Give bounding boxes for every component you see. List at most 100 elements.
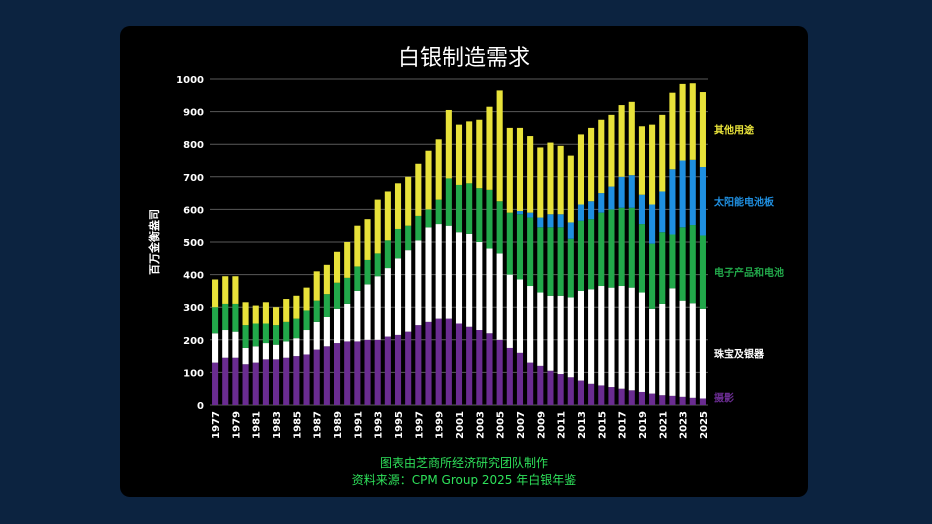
bar-segment [344, 303, 351, 342]
bar-segment [649, 308, 656, 394]
bar-segment [212, 362, 219, 405]
bar-segment [608, 114, 615, 187]
bar-segment [313, 271, 320, 301]
bar-segment [486, 248, 493, 334]
bar-segment [354, 290, 361, 342]
bar-segment [303, 310, 310, 331]
bar-segment [293, 338, 300, 357]
bar-segment [425, 150, 432, 210]
bar-segment [537, 292, 544, 366]
bar-segment [577, 380, 585, 405]
bar-segment [384, 268, 391, 337]
bar-segment [374, 253, 381, 277]
bar-segment [618, 388, 625, 405]
bar-segment [415, 325, 422, 405]
bar-segment [699, 92, 706, 168]
bar-segment [669, 395, 676, 405]
y-tick-label: 900 [183, 108, 204, 119]
bar-segment [638, 194, 645, 225]
bar-segment [425, 227, 432, 322]
legend-label: 电子产品和电池 [714, 266, 784, 279]
bar-segment [333, 343, 341, 405]
bar-segment [638, 292, 645, 392]
bar-segment [699, 398, 706, 405]
x-tick-label: 1987 [313, 411, 324, 439]
bar-segment [516, 352, 524, 405]
bar-segment [689, 397, 696, 405]
bar-segment [659, 232, 666, 304]
bar-segment [669, 234, 676, 289]
bar-segment [394, 334, 402, 405]
bar-segment [608, 387, 615, 405]
bar-segment [527, 212, 534, 218]
bar-segment [425, 321, 432, 405]
bar-segment [364, 219, 371, 260]
bar-segment [384, 240, 391, 269]
bar-segment [293, 318, 300, 339]
bar-segment [608, 186, 615, 210]
bar-segment [445, 178, 452, 226]
bar-segment [557, 227, 564, 296]
bar-segment [435, 139, 442, 200]
bar-segment [273, 344, 280, 360]
bar-segment [537, 147, 544, 218]
bar-segment [516, 279, 524, 353]
bar-segment [455, 323, 463, 405]
bar-segment [608, 209, 615, 288]
bar-segment [679, 396, 686, 405]
x-tick-label: 2009 [536, 411, 547, 439]
bar-segment [659, 395, 666, 405]
x-tick-label: 1989 [333, 411, 344, 439]
bar-segment [364, 284, 371, 340]
y-tick-label: 0 [197, 401, 204, 412]
bar-segment [506, 347, 513, 405]
bar-segment [242, 364, 249, 405]
bar-segment [415, 163, 422, 216]
bar-segment [252, 323, 259, 347]
x-tick-label: 1977 [211, 411, 222, 439]
bar-segment [303, 287, 310, 311]
bar-segment [567, 155, 574, 223]
bar-segment [242, 325, 249, 348]
bar-segment [496, 201, 503, 254]
bar-segment [577, 290, 585, 381]
bar-segment [262, 323, 269, 344]
bar-segment [273, 307, 280, 326]
bar-segment [659, 303, 666, 396]
bar-segment [679, 227, 686, 301]
bar-segment [415, 215, 422, 241]
bar-segment [486, 189, 493, 249]
bar-segment [598, 286, 605, 386]
bar-segment [628, 175, 635, 208]
x-tick-label: 2011 [557, 411, 568, 439]
bar-segment [537, 365, 544, 405]
bar-segment [303, 354, 310, 405]
bar-segment [222, 303, 229, 331]
bar-segment [659, 191, 666, 233]
bar-segment [455, 184, 463, 233]
bar-segment [384, 336, 391, 405]
bar-segment [638, 224, 645, 293]
bar-segment [516, 214, 524, 280]
x-tick-label: 1983 [272, 411, 283, 439]
bar-segment [364, 339, 371, 405]
y-tick-label: 500 [183, 238, 204, 249]
x-tick-label: 1985 [292, 411, 303, 439]
y-tick-label: 600 [183, 205, 204, 216]
bar-segment [506, 274, 513, 348]
bar-segment [527, 217, 534, 287]
bar-segment [415, 240, 422, 326]
bar-segment [222, 330, 229, 358]
bar-segment [374, 199, 381, 254]
bar-segment [577, 204, 585, 221]
bar-segment [577, 134, 585, 205]
bar-segment [435, 318, 442, 405]
bar-segment [466, 233, 473, 327]
bar-segment [445, 225, 452, 319]
x-tick-label: 2021 [658, 411, 669, 439]
bar-segment [313, 349, 320, 405]
bar-segment [293, 356, 300, 405]
bar-segment [628, 101, 635, 176]
x-tick-label: 2025 [699, 411, 710, 439]
x-tick-label: 1997 [414, 411, 425, 439]
